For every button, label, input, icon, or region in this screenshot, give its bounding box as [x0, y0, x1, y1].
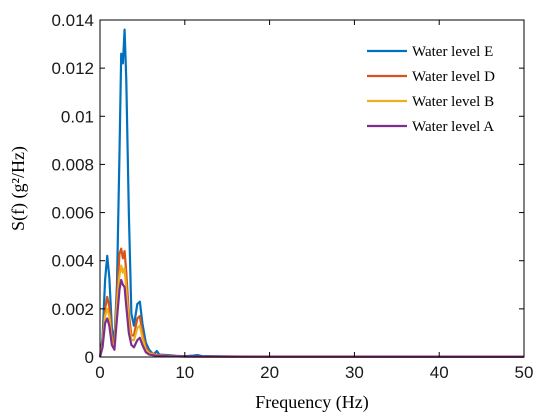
y-tick-label: 0.002 — [51, 300, 94, 319]
series-layer — [98, 28, 525, 358]
legend-label-3: Water level A — [412, 119, 494, 135]
y-tick-label: 0.006 — [51, 204, 94, 223]
x-tick-label: 40 — [430, 363, 449, 382]
y-tick-label: 0.012 — [51, 59, 94, 78]
y-tick-label: 0.014 — [51, 11, 94, 30]
x-tick-label: 10 — [175, 363, 194, 382]
series-line-3 — [98, 278, 525, 358]
x-tick-label: 30 — [345, 363, 364, 382]
y-tick-label: 0 — [85, 348, 94, 367]
ticks-layer: 0 10 20 30 40 50 0 0.002 0.004 0.006 0.008 0.01 0.01… — [51, 11, 533, 382]
y-tick-label: 0.004 — [51, 252, 94, 271]
x-tick-label: 50 — [515, 363, 534, 382]
legend: Water level E Water level D Water level B W… — [367, 44, 495, 135]
legend-label-1: Water level D — [412, 69, 495, 85]
y-axis-title: S(f) (g²/Hz) — [8, 146, 29, 231]
y-tick-label: 0.008 — [51, 155, 94, 174]
plot-frame — [99, 19, 525, 358]
x-axis-title: Frequency (Hz) — [255, 392, 368, 413]
series-line-2 — [98, 264, 525, 358]
legend-label-2: Water level B — [412, 94, 494, 110]
x-tick-label: 0 — [95, 363, 104, 382]
y-tick-label: 0.01 — [61, 107, 94, 126]
legend-label-0: Water level E — [412, 44, 493, 60]
series-line-1 — [98, 247, 524, 358]
x-tick-label: 20 — [260, 363, 279, 382]
